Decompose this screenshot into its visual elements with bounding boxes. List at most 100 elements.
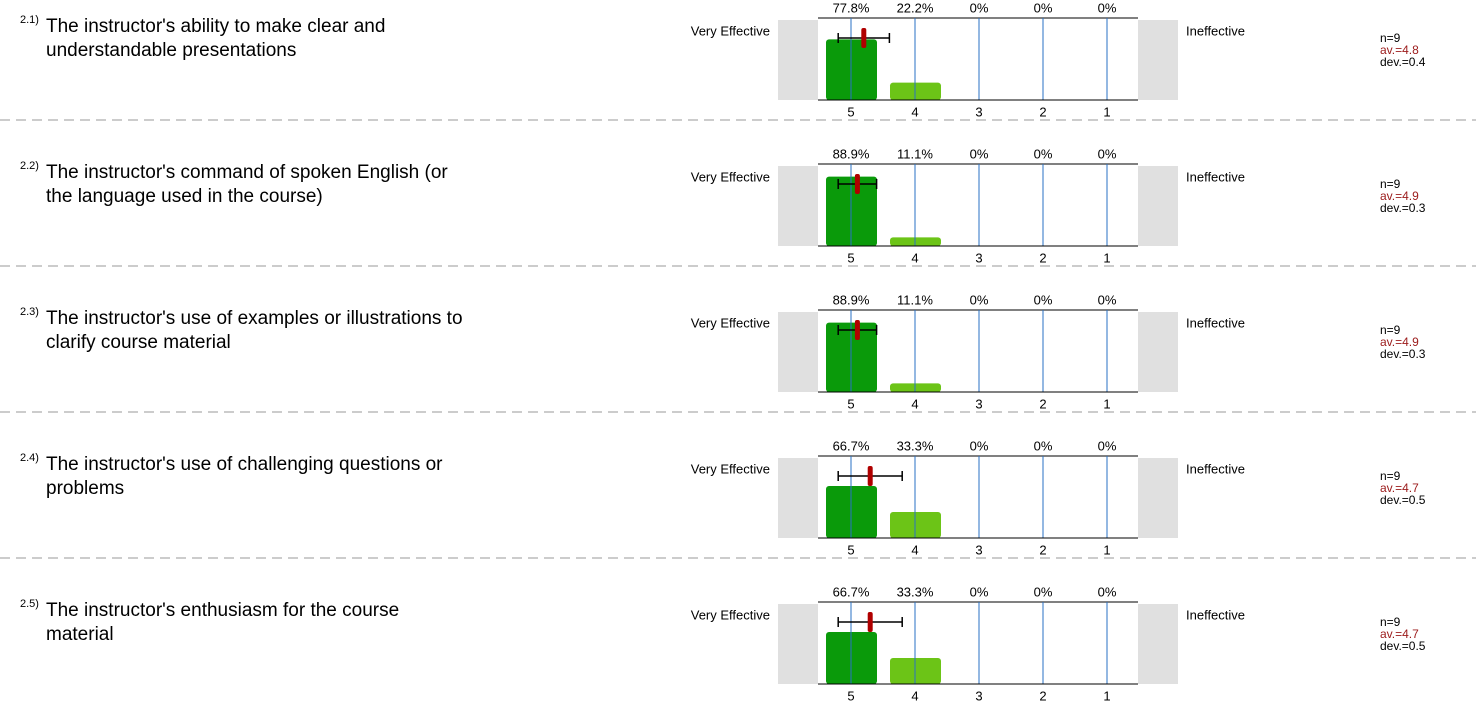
left-label: Very Effective: [691, 461, 770, 476]
category-label: 5: [847, 250, 854, 265]
category-label: 4: [911, 688, 918, 703]
category-label: 3: [975, 688, 982, 703]
value-label: 0%: [970, 0, 989, 15]
value-label: 0%: [1034, 292, 1053, 307]
value-label: 77.8%: [833, 0, 870, 15]
stat-n: n=9: [1380, 177, 1401, 191]
category-label: 3: [975, 104, 982, 119]
side-box: [1138, 166, 1178, 246]
side-box: [778, 312, 818, 392]
left-label: Very Effective: [691, 169, 770, 184]
category-label: 1: [1103, 104, 1110, 119]
value-label: 22.2%: [897, 0, 934, 15]
stat-n: n=9: [1380, 469, 1401, 483]
item-number: 2.5): [20, 598, 39, 610]
mean-marker: [867, 466, 873, 486]
side-box: [778, 604, 818, 684]
category-label: 4: [911, 542, 918, 557]
question-text: problems: [46, 478, 124, 499]
stat-n: n=9: [1380, 31, 1401, 45]
item-number: 2.1): [20, 14, 39, 26]
value-label: 0%: [970, 146, 989, 161]
category-label: 2: [1039, 688, 1046, 703]
stat-mean: av.=4.8: [1380, 43, 1419, 57]
question-text: The instructor's use of challenging ques…: [46, 454, 443, 475]
left-label: Very Effective: [691, 23, 770, 38]
value-label: 66.7%: [833, 584, 870, 599]
value-label: 0%: [1034, 584, 1053, 599]
side-box: [1138, 458, 1178, 538]
left-label: Very Effective: [691, 607, 770, 622]
value-label: 33.3%: [897, 584, 934, 599]
value-label: 0%: [1098, 146, 1117, 161]
value-label: 0%: [1098, 292, 1117, 307]
value-label: 11.1%: [897, 292, 933, 307]
side-box: [778, 166, 818, 246]
category-label: 4: [911, 396, 918, 411]
right-label: Ineffective: [1186, 23, 1245, 38]
stat-mean: av.=4.7: [1380, 627, 1419, 641]
category-label: 3: [975, 250, 982, 265]
item-number: 2.3): [20, 306, 39, 318]
stat-mean: av.=4.9: [1380, 335, 1419, 349]
side-box: [1138, 312, 1178, 392]
question-text: the language used in the course): [46, 186, 323, 207]
category-label: 5: [847, 104, 854, 119]
mean-marker: [854, 174, 860, 194]
stat-n: n=9: [1380, 323, 1401, 337]
side-box: [1138, 20, 1178, 100]
side-box: [778, 20, 818, 100]
category-label: 1: [1103, 688, 1110, 703]
side-box: [778, 458, 818, 538]
item-number: 2.2): [20, 160, 39, 172]
mean-marker: [861, 28, 867, 48]
right-label: Ineffective: [1186, 607, 1245, 622]
value-label: 0%: [970, 292, 989, 307]
category-label: 4: [911, 250, 918, 265]
stat-dev: dev.=0.5: [1380, 639, 1426, 653]
stat-n: n=9: [1380, 615, 1401, 629]
value-label: 0%: [1034, 0, 1053, 15]
category-label: 4: [911, 104, 918, 119]
category-label: 5: [847, 542, 854, 557]
side-box: [1138, 604, 1178, 684]
question-text: understandable presentations: [46, 40, 296, 61]
question-text: material: [46, 624, 114, 645]
value-label: 0%: [1034, 146, 1053, 161]
category-label: 5: [847, 396, 854, 411]
mean-marker: [854, 320, 860, 340]
right-label: Ineffective: [1186, 461, 1245, 476]
question-text: The instructor's command of spoken Engli…: [46, 162, 448, 183]
value-label: 0%: [1098, 584, 1117, 599]
value-label: 88.9%: [833, 292, 870, 307]
stat-dev: dev.=0.3: [1380, 347, 1426, 361]
question-text: clarify course material: [46, 332, 231, 353]
right-label: Ineffective: [1186, 169, 1245, 184]
stat-dev: dev.=0.4: [1380, 55, 1426, 69]
right-label: Ineffective: [1186, 315, 1245, 330]
value-label: 33.3%: [897, 438, 934, 453]
value-label: 0%: [1098, 438, 1117, 453]
mean-marker: [867, 612, 873, 632]
value-label: 0%: [970, 438, 989, 453]
stat-mean: av.=4.7: [1380, 481, 1419, 495]
category-label: 2: [1039, 542, 1046, 557]
category-label: 1: [1103, 396, 1110, 411]
value-label: 0%: [970, 584, 989, 599]
value-label: 11.1%: [897, 146, 933, 161]
category-label: 1: [1103, 250, 1110, 265]
category-label: 2: [1039, 396, 1046, 411]
left-label: Very Effective: [691, 315, 770, 330]
item-number: 2.4): [20, 452, 39, 464]
question-text: The instructor's use of examples or illu…: [46, 308, 463, 329]
category-label: 2: [1039, 104, 1046, 119]
stat-mean: av.=4.9: [1380, 189, 1419, 203]
value-label: 0%: [1098, 0, 1117, 15]
stat-dev: dev.=0.5: [1380, 493, 1426, 507]
question-text: The instructor's ability to make clear a…: [46, 16, 385, 37]
question-text: The instructor's enthusiasm for the cour…: [46, 600, 399, 621]
category-label: 3: [975, 542, 982, 557]
value-label: 88.9%: [833, 146, 870, 161]
value-label: 66.7%: [833, 438, 870, 453]
